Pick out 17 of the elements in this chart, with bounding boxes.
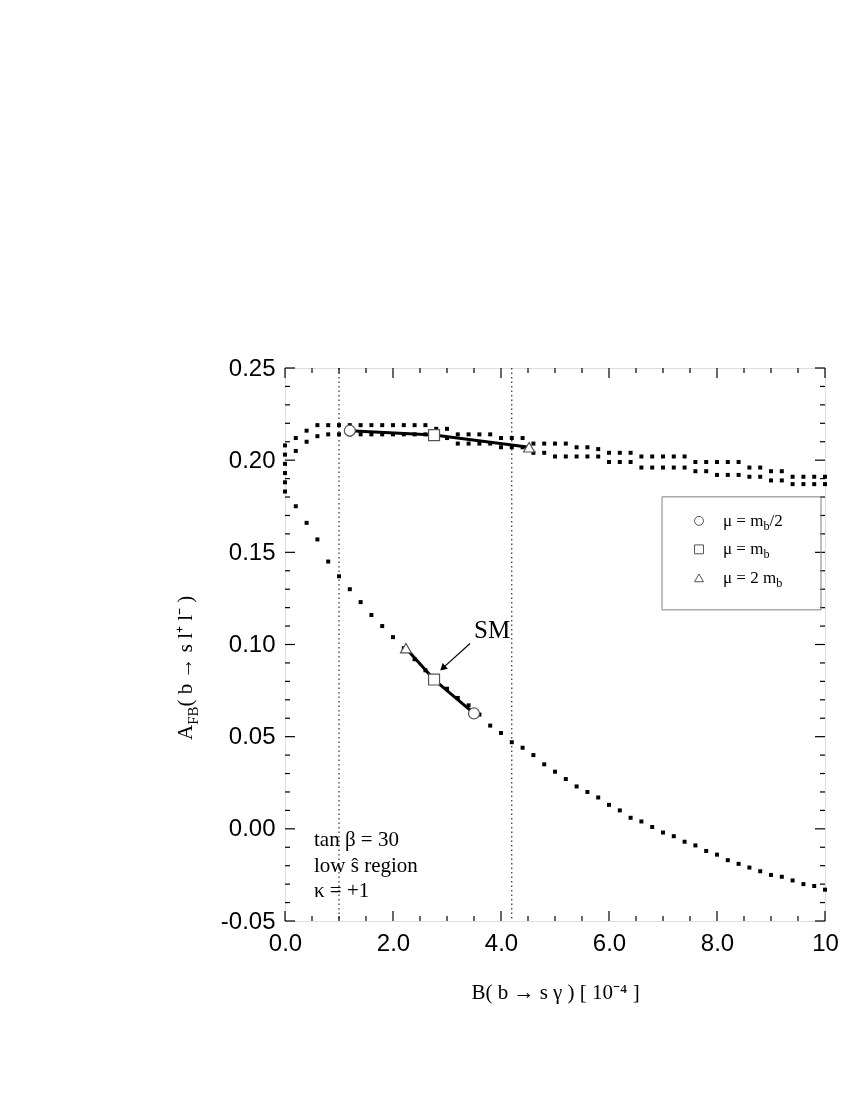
x-tick-label: 4.0: [484, 928, 519, 956]
x-axis-title: B( b → s γ ) [ 10⁻⁴ ]: [471, 979, 640, 1004]
annotation: SM: [473, 615, 511, 643]
x-tick-label: 10: [812, 928, 839, 956]
x-tick-label: 8.0: [700, 928, 735, 956]
y-axis-title: AFB( b → s l⁺ l⁻ ): [173, 595, 202, 741]
y-tick-label: 0.00: [228, 814, 276, 842]
y-tick-label: 0.05: [228, 722, 276, 750]
y-tick-label: 0.10: [228, 630, 276, 657]
x-tick-label: 2.0: [376, 928, 411, 956]
x-tick-label: 6.0: [592, 928, 627, 956]
annotation: low ŝ region: [314, 852, 419, 877]
annotation: κ = +1: [314, 878, 370, 902]
y-tick-label: 0.25: [228, 353, 276, 381]
annotation: tan β = 30: [314, 827, 399, 851]
y-tick-label: 0.20: [228, 445, 276, 473]
y-tick-label: 0.15: [228, 537, 276, 565]
